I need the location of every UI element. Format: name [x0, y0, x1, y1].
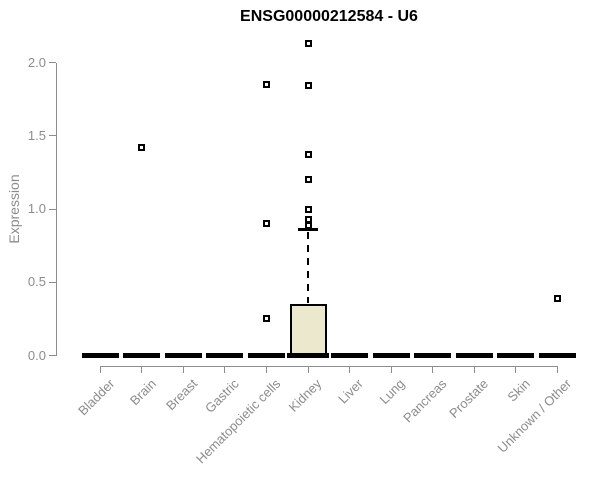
- x-tick-label: Pancreas: [399, 376, 450, 426]
- x-axis-line: [100, 366, 558, 367]
- y-tick: [49, 208, 56, 210]
- x-tick: [390, 366, 392, 373]
- y-tick: [49, 135, 56, 137]
- x-tick: [99, 366, 101, 373]
- outlier-point: [138, 143, 146, 151]
- outlier-point: [263, 315, 270, 323]
- box: [289, 304, 327, 356]
- x-tick-label: Gastric: [201, 376, 242, 416]
- outlier-point: [304, 205, 312, 213]
- median-bar: [287, 353, 330, 358]
- x-tick: [515, 366, 517, 373]
- x-tick-label: Unknown / Other: [494, 376, 574, 456]
- y-tick: [49, 281, 56, 283]
- x-tick-label: Skin: [503, 376, 533, 405]
- median-bar: [206, 353, 244, 358]
- x-tick-label: Lung: [376, 376, 408, 408]
- y-tick-label: 0.0: [27, 347, 46, 363]
- median-bar: [81, 353, 119, 358]
- whisker: [307, 231, 310, 304]
- x-tick-label: Liver: [335, 376, 367, 407]
- x-tick-label: Breast: [162, 376, 201, 414]
- median-bar: [331, 353, 369, 358]
- y-tick-label: 2.0: [27, 54, 46, 70]
- outlier-point: [304, 221, 312, 229]
- median-bar: [372, 353, 410, 358]
- x-tick: [141, 366, 143, 373]
- x-tick: [473, 366, 475, 373]
- x-tick: [432, 366, 434, 373]
- x-tick: [182, 366, 184, 373]
- outlier-point: [304, 39, 312, 47]
- outlier-point: [553, 294, 561, 302]
- y-tick: [49, 355, 56, 356]
- outlier-point: [263, 80, 270, 88]
- chart-title: ENSG00000212584 - U6: [240, 8, 418, 25]
- y-tick-label: 1.5: [27, 127, 46, 143]
- y-tick: [49, 62, 56, 63]
- median-bar: [164, 353, 202, 358]
- outlier-point: [304, 151, 312, 159]
- whisker-cap: [298, 228, 319, 231]
- y-axis-line: [56, 62, 57, 356]
- median-bar: [414, 353, 452, 358]
- median-bar: [497, 353, 535, 358]
- median-bar: [123, 353, 161, 358]
- median-bar: [248, 353, 285, 358]
- x-tick-label: Brain: [126, 376, 159, 409]
- y-tick-label: 0.5: [27, 274, 46, 290]
- outlier-point: [304, 82, 312, 90]
- outlier-point: [263, 220, 270, 228]
- x-tick-label: Kidney: [285, 376, 325, 415]
- x-tick-label: Prostate: [446, 376, 491, 421]
- y-tick-label: 1.0: [27, 201, 46, 216]
- x-tick: [349, 366, 351, 373]
- median-bar: [455, 353, 493, 358]
- x-tick: [307, 366, 309, 373]
- outlier-point: [304, 176, 312, 184]
- x-tick: [224, 366, 226, 373]
- x-tick: [556, 366, 558, 373]
- x-tick: [266, 366, 267, 373]
- median-bar: [538, 353, 576, 358]
- x-tick-label: Bladder: [74, 376, 117, 419]
